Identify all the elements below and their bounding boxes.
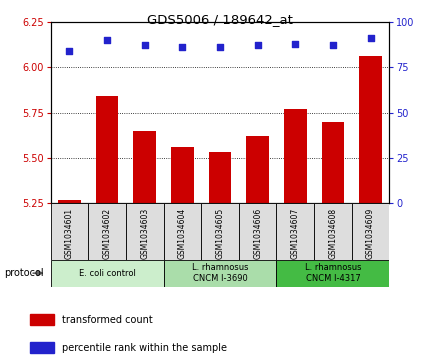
Bar (201, 203, 239, 260)
Bar (51, 203, 88, 260)
Bar (133, 131, 156, 203)
Point (367, 35, 374, 41)
Point (292, 41, 299, 46)
Bar (209, 152, 231, 203)
Text: transformed count: transformed count (62, 315, 152, 325)
Bar (58, 200, 81, 203)
Text: L. rhamnosus
CNCM I-3690: L. rhamnosus CNCM I-3690 (192, 264, 248, 283)
Point (141, 42, 148, 48)
Bar (51, 260, 164, 287)
Text: GSM1034603: GSM1034603 (140, 208, 149, 259)
Bar (171, 147, 194, 203)
Text: GSM1034602: GSM1034602 (103, 208, 112, 259)
Bar (322, 122, 344, 203)
Text: GDS5006 / 189642_at: GDS5006 / 189642_at (147, 13, 293, 26)
Point (179, 44, 186, 50)
Bar (126, 203, 164, 260)
Bar (164, 260, 276, 287)
Text: GSM1034608: GSM1034608 (328, 208, 337, 259)
Text: GSM1034605: GSM1034605 (216, 208, 224, 259)
Text: GSM1034609: GSM1034609 (366, 208, 375, 259)
Bar (359, 56, 382, 203)
Text: GSM1034607: GSM1034607 (291, 208, 300, 259)
Text: GSM1034601: GSM1034601 (65, 208, 74, 259)
Bar (88, 203, 126, 260)
Point (103, 37, 110, 43)
Point (216, 44, 224, 50)
Point (330, 42, 337, 48)
Bar (30, 342, 54, 353)
Bar (164, 203, 201, 260)
Bar (284, 109, 307, 203)
Text: percentile rank within the sample: percentile rank within the sample (62, 343, 227, 352)
Text: GSM1034606: GSM1034606 (253, 208, 262, 259)
Bar (239, 203, 276, 260)
Bar (352, 203, 389, 260)
Text: L. rhamnosus
CNCM I-4317: L. rhamnosus CNCM I-4317 (304, 264, 361, 283)
Bar (30, 314, 54, 325)
Text: E. coli control: E. coli control (79, 269, 136, 278)
Bar (276, 260, 389, 287)
Bar (96, 96, 118, 203)
Point (254, 42, 261, 48)
Text: protocol: protocol (4, 268, 44, 278)
Bar (246, 136, 269, 203)
Point (66, 48, 73, 54)
Text: GSM1034604: GSM1034604 (178, 208, 187, 259)
Bar (276, 203, 314, 260)
Bar (314, 203, 352, 260)
